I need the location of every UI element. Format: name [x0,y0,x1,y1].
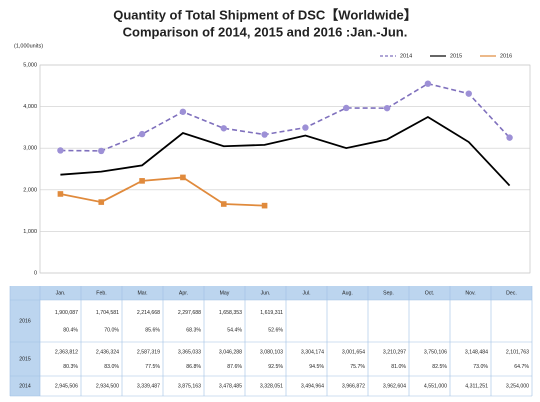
table-ratio: 86.8% [186,364,201,370]
point [57,147,64,154]
point [98,147,105,155]
point [138,130,146,138]
table-ratio: 73.0% [473,364,488,370]
point [343,104,350,112]
table-value: 3,875,163 [178,383,201,389]
y-tick-label: 4,000 [23,104,37,110]
table-ratio: 81.0% [391,364,406,370]
point [180,174,186,181]
table-value: 1,658,353 [219,310,242,316]
point [302,124,309,131]
x-tick-label: Oct. [425,290,435,296]
table-ratio: 75.7% [350,364,365,370]
x-tick-label: Nov. [465,290,475,296]
y-axis-label: (1,000units) [14,43,43,49]
table-ratio: 82.5% [432,364,447,370]
point [506,134,513,141]
point [220,201,227,207]
x-tick-label: Mar. [137,290,147,296]
legend-label: 2014 [400,53,412,59]
x-tick-label: Jul. [302,290,310,296]
table-ratio: 85.6% [145,328,160,334]
table-value: 3,328,051 [260,383,283,389]
point [57,191,64,197]
table-value: 2,945,506 [55,383,78,389]
point [179,108,187,115]
y-tick-label: 0 [34,270,37,276]
row-label: 2016 [19,318,31,324]
table-value: 3,339,487 [137,383,160,389]
x-tick-label: May [220,290,230,296]
table-value: 3,254,000 [506,383,529,389]
table-value: 4,311,251 [465,383,488,389]
table-value: 3,962,604 [383,383,406,389]
series-line [60,115,511,187]
table-ratio: 94.5% [309,364,324,370]
table-ratio: 70.0% [104,328,119,334]
row-label: 2014 [19,383,31,389]
x-tick-label: Sep. [383,290,394,296]
table-value: 2,934,500 [96,383,119,389]
x-tick-label: Dec. [506,290,517,296]
table-ratio: 87.6% [227,364,242,370]
point [261,202,268,209]
table-ratio: 80.3% [63,364,78,370]
table-value: 3,478,485 [219,383,242,389]
table-value: 2,297,688 [178,310,201,316]
x-tick-label: Apr. [179,290,188,296]
x-tick-label: Feb. [96,290,106,296]
point [465,90,472,97]
y-tick-label: 1,000 [23,229,37,235]
series-line [60,176,265,207]
table-header [10,286,532,300]
table-ratio: 54.4% [227,328,242,334]
table-value: 3,750,106 [424,350,447,356]
table-ratio: 83.0% [104,364,119,370]
x-tick-label: Jun. [261,290,271,296]
chart-title: Quantity of Total Shipment of DSC【Worldw… [113,7,417,22]
x-tick-label: Aug. [342,290,353,296]
table-ratio: 52.6% [268,328,283,334]
y-tick-label: 2,000 [23,187,37,193]
table-value: 3,494,964 [301,383,324,389]
table-value: 3,365,033 [178,350,201,356]
table-value: 3,966,872 [342,383,365,389]
point [139,178,145,184]
table-value: 3,148,484 [465,350,488,356]
table-value: 2,587,319 [137,350,160,356]
point [261,131,268,138]
legend-label: 2016 [500,53,512,59]
table-value: 2,436,324 [96,350,119,356]
table-ratio: 80.4% [63,328,78,334]
table-value: 1,900,087 [55,310,78,316]
table-value: 1,704,581 [96,310,119,316]
table-value: 3,210,297 [383,350,406,356]
table-ratio: 68.3% [186,328,201,334]
table-ratio: 64.7% [514,364,529,370]
table-value: 3,001,654 [342,350,365,356]
table-value: 1,619,311 [260,310,283,316]
y-tick-label: 5,000 [23,62,37,68]
point [383,104,391,112]
point [220,125,227,132]
table-value: 4,551,000 [424,383,447,389]
point [424,80,432,87]
table-value: 3,304,174 [301,350,324,356]
chart-subtitle: Comparison of 2014, 2015 and 2016 :Jan.-… [123,24,408,39]
row-label: 2015 [19,356,31,362]
x-tick-label: Jan. [56,290,66,296]
table-value: 3,080,103 [260,350,283,356]
table-value: 3,046,288 [219,350,242,356]
table-value: 2,363,812 [55,350,78,356]
table-ratio: 77.5% [145,364,160,370]
y-tick-label: 3,000 [23,146,37,152]
table-row-header [10,300,40,396]
table-ratio: 92.5% [268,364,283,370]
table-value: 2,214,668 [137,310,160,316]
point [98,199,105,205]
table-value: 2,101,763 [506,350,529,356]
legend-label: 2015 [450,53,462,59]
